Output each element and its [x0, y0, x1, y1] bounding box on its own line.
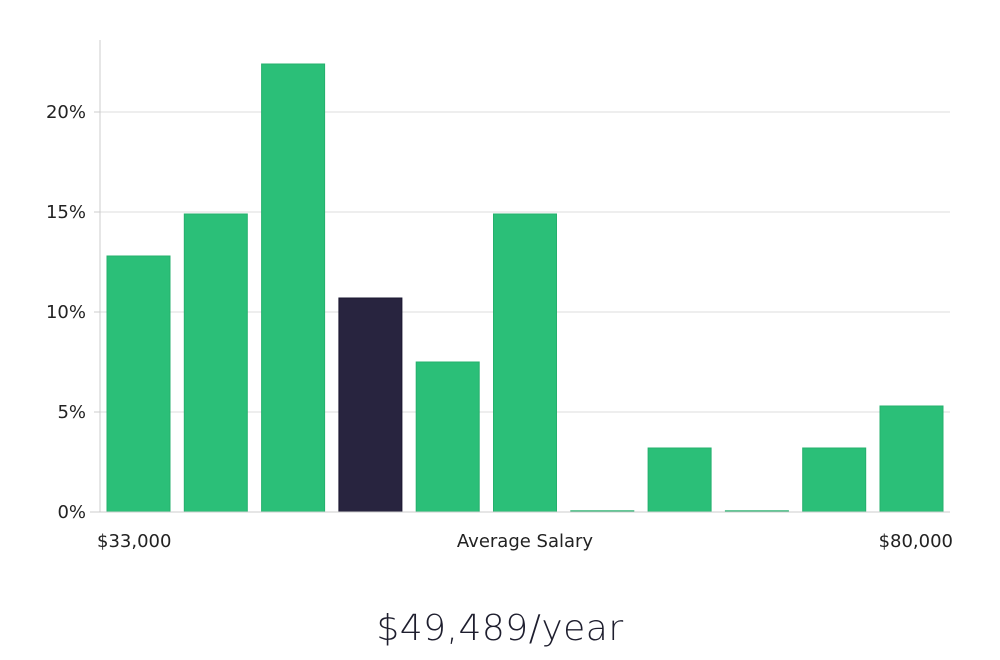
average-salary-value: $49,489/year — [376, 608, 624, 649]
x-max-label: $80,000 — [879, 531, 953, 552]
bar — [261, 63, 326, 513]
y-tick-label: 5% — [57, 402, 86, 423]
axes — [90, 40, 950, 513]
bar — [493, 213, 557, 513]
bar — [183, 213, 248, 513]
bar — [415, 361, 480, 513]
x-axis-title: Average Salary — [457, 531, 594, 552]
chart-svg: 0% 5% 10% 15% 20% $33,000 Average Salary $80… — [46, 40, 953, 552]
bar — [879, 405, 944, 513]
y-tick-label: 0% — [57, 502, 86, 523]
bar-highlighted — [338, 297, 403, 513]
y-tick-label: 20% — [46, 102, 86, 123]
y-tick-label: 15% — [46, 202, 86, 223]
bar — [647, 447, 712, 513]
salary-distribution-chart: 0% 5% 10% 15% 20% $33,000 Average Salary $80… — [46, 40, 953, 552]
bars — [106, 63, 944, 513]
x-min-label: $33,000 — [97, 531, 171, 552]
y-tick-labels: 0% 5% 10% 15% 20% — [46, 102, 86, 523]
bar — [802, 447, 867, 513]
y-tick-label: 10% — [46, 302, 86, 323]
bar — [106, 255, 171, 513]
